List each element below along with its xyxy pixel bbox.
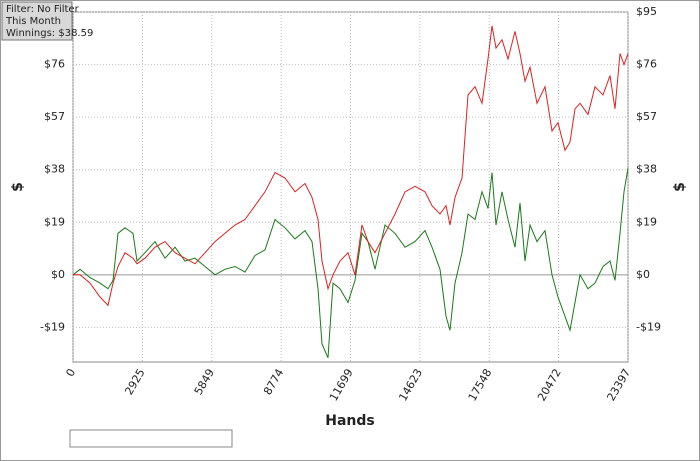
filter-text: Winnings: $38.59 <box>6 28 93 39</box>
y-tick-label-right: $38 <box>636 163 657 176</box>
y-tick-label-right: $76 <box>636 58 657 71</box>
y-tick-label-right: $19 <box>636 215 657 228</box>
y-tick-label: -$19 <box>40 320 65 333</box>
series-line <box>72 168 629 358</box>
y-tick-label: $19 <box>44 215 65 228</box>
y-tick-label-right: -$19 <box>636 320 661 333</box>
y-tick-label-right: $0 <box>636 268 650 281</box>
series-line <box>73 25 629 307</box>
y-tick-label-right: $57 <box>636 110 657 123</box>
y-tick-label: $38 <box>44 163 65 176</box>
filter-text: Filter: No Filter <box>6 4 80 15</box>
y-tick-label: $57 <box>44 110 65 123</box>
filter-box <box>1 1 73 41</box>
filter-text: This Month <box>5 16 61 27</box>
y-tick-label-right: $95 <box>636 5 657 18</box>
y-axis-label-right: $ <box>672 182 688 192</box>
legend <box>69 429 233 448</box>
y-axis-label: $ <box>10 182 26 192</box>
y-tick-label: $0 <box>51 268 65 281</box>
x-axis-label: Hands <box>325 413 375 429</box>
y-tick-label: $76 <box>44 58 65 71</box>
